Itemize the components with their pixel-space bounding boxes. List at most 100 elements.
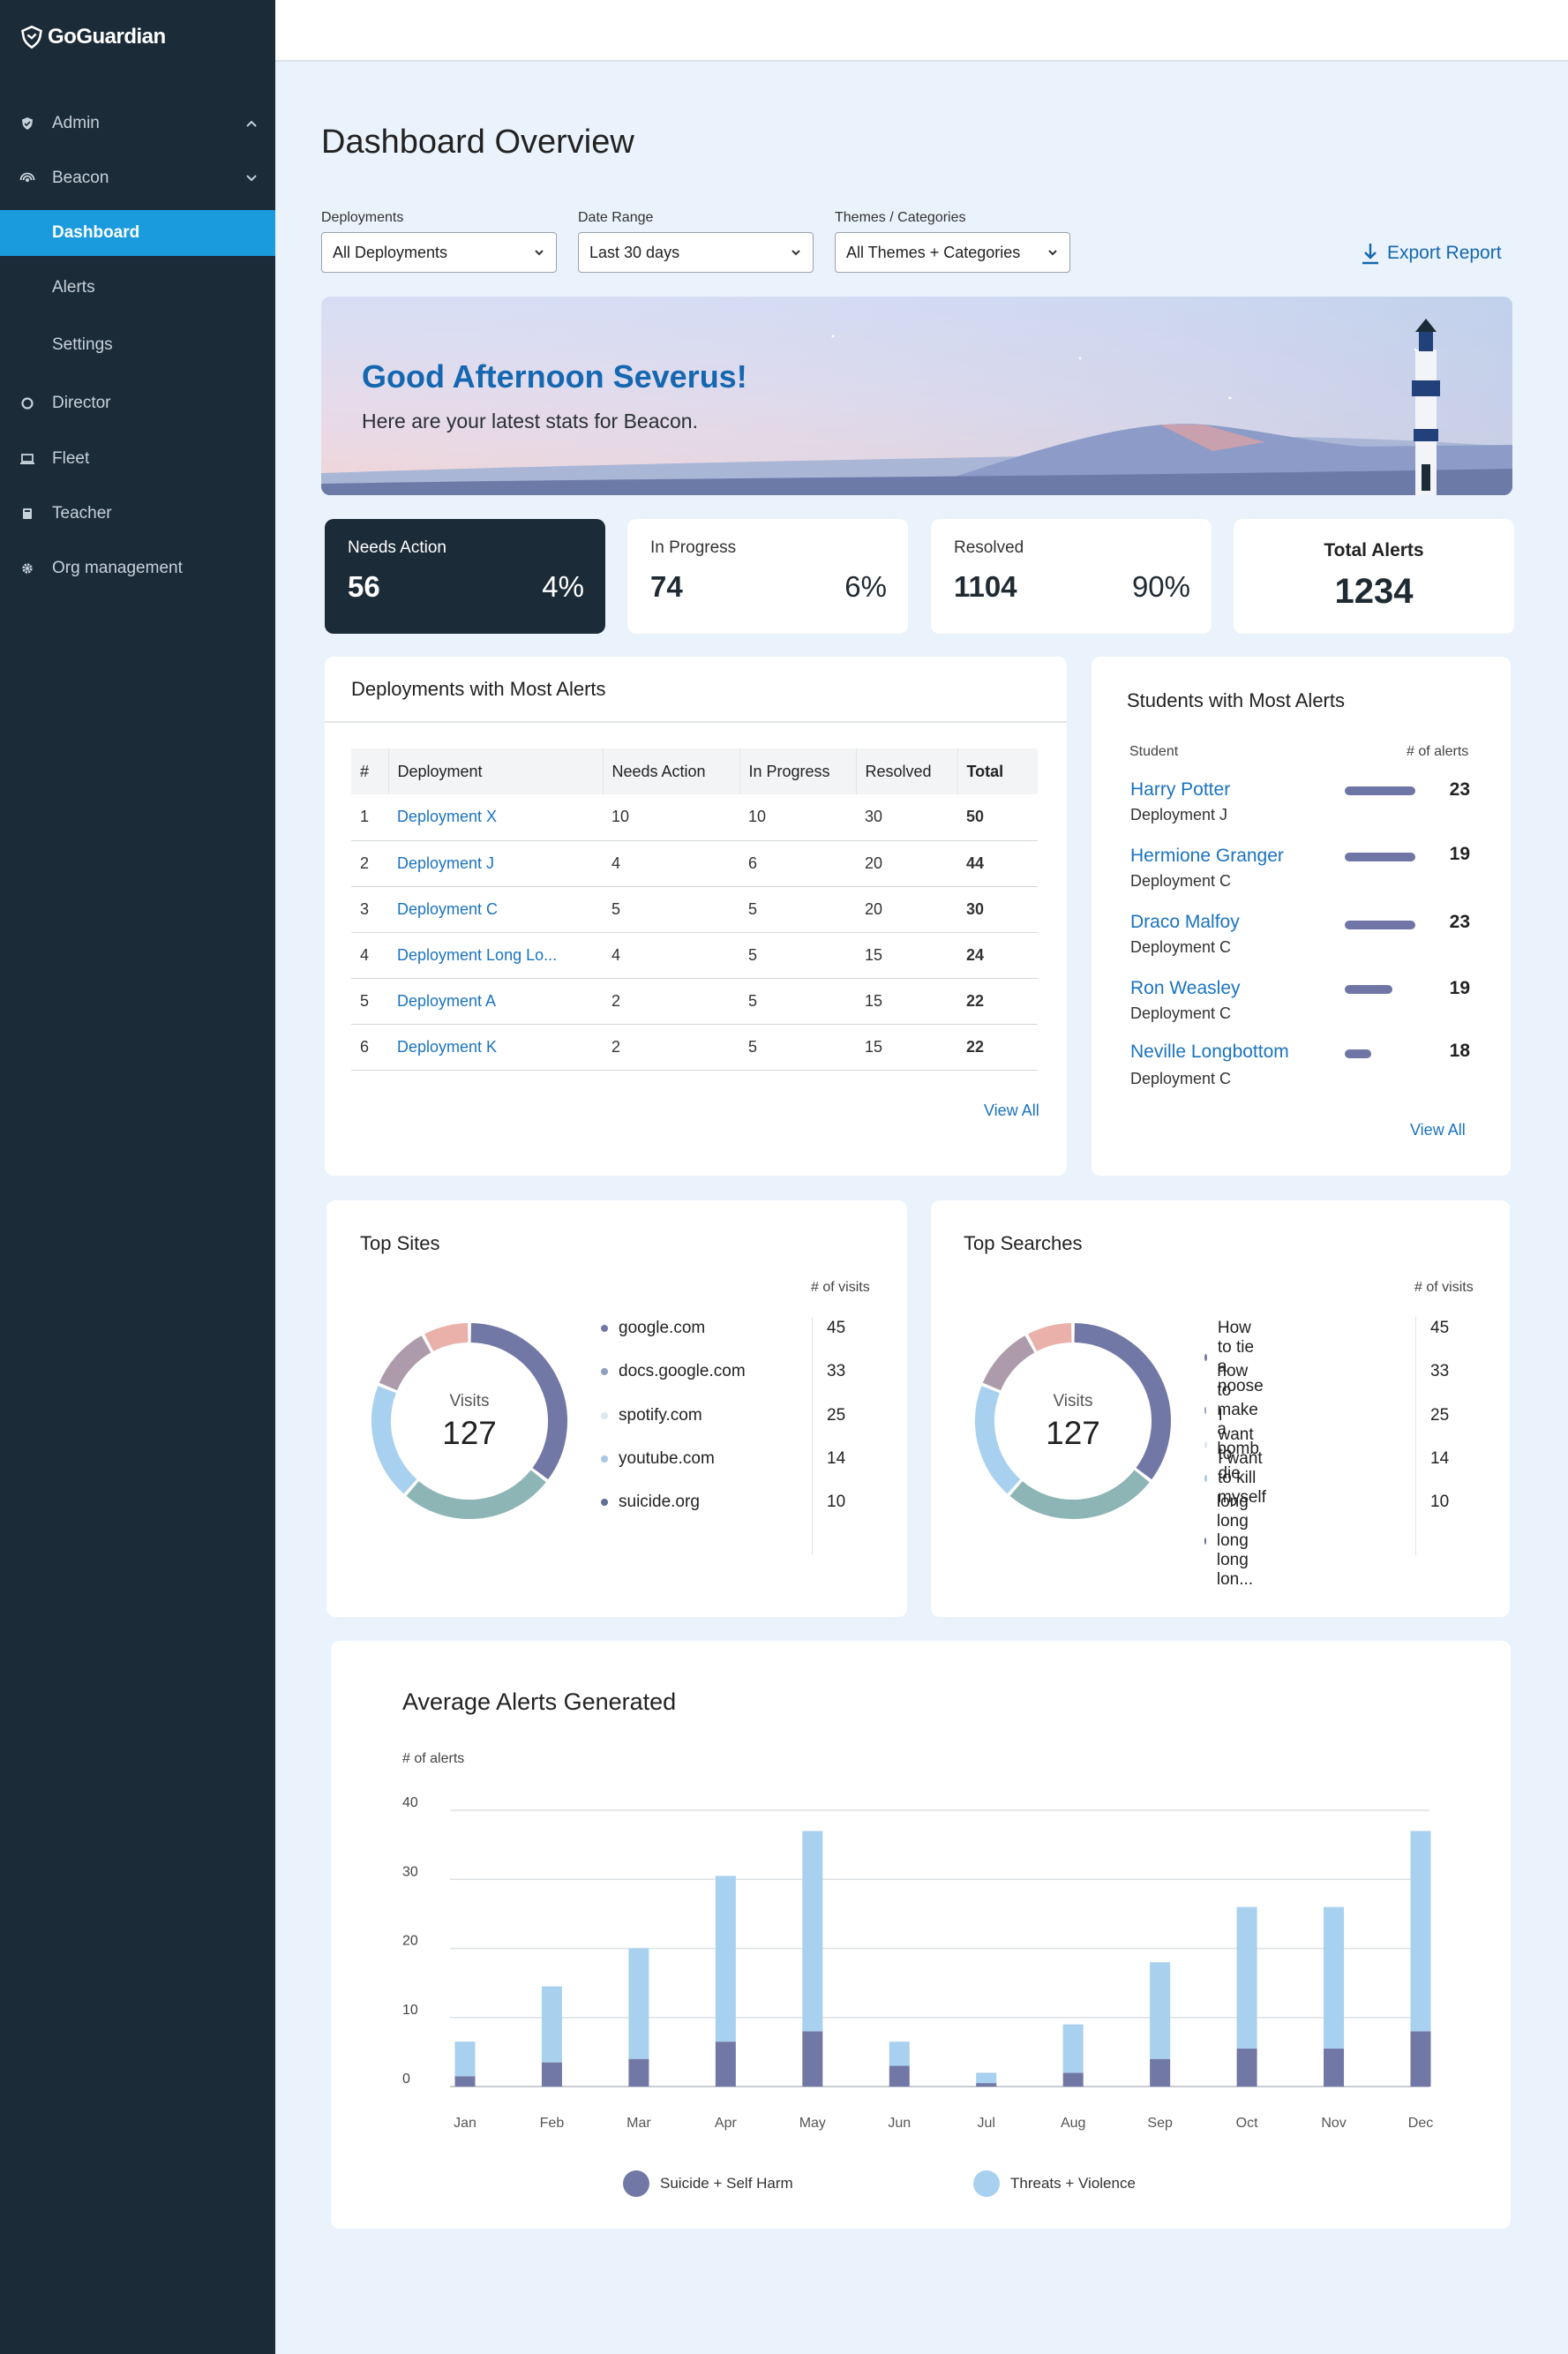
- table-row[interactable]: 4 Deployment Long Lo... 4 5 15 24: [351, 932, 1038, 979]
- legend-item[interactable]: I want to die: [1204, 1406, 1257, 1484]
- sidebar-item-teacher[interactable]: Teacher: [0, 491, 275, 537]
- deployment-link[interactable]: Deployment J: [388, 840, 603, 887]
- students-view-all-link[interactable]: View All: [1410, 1121, 1466, 1139]
- sidebar-item-settings[interactable]: Settings: [0, 322, 275, 368]
- donut-center-value: 127: [442, 1415, 497, 1451]
- top-sites-title: Top Sites: [360, 1232, 440, 1254]
- chevron-down-icon: [245, 169, 258, 188]
- stat-label: In Progress: [650, 538, 737, 557]
- stat-label: Needs Action: [348, 538, 446, 557]
- gogardian-logo[interactable]: GoGuardian: [19, 25, 166, 49]
- table-row[interactable]: 3 Deployment C 5 5 20 30: [351, 886, 1038, 933]
- student-link[interactable]: Draco Malfoy: [1130, 912, 1240, 932]
- students-card-title: Students with Most Alerts: [1127, 689, 1345, 711]
- legend-divider: [1415, 1317, 1416, 1555]
- legend-divider: [812, 1317, 813, 1555]
- legend-swatch: [973, 2170, 1000, 2197]
- resolved-card[interactable]: Resolved 1104 90%: [931, 519, 1212, 634]
- row-index: 2: [351, 840, 388, 887]
- student-alert-count: 19: [1449, 978, 1470, 998]
- themes-select[interactable]: All Themes + Categories: [835, 232, 1070, 273]
- deployment-link[interactable]: Deployment A: [388, 978, 603, 1025]
- donut-slice[interactable]: [975, 1386, 1021, 1494]
- legend-item[interactable]: youtube.com: [601, 1449, 715, 1469]
- sidebar-item-org-management[interactable]: Org management: [0, 545, 275, 591]
- stat-label: Total Alerts: [1324, 540, 1424, 560]
- legend-item[interactable]: How to tie a noose: [1204, 1319, 1268, 1396]
- table-row[interactable]: 5 Deployment A 2 5 15 22: [351, 978, 1038, 1025]
- export-report-button[interactable]: Export Report: [1361, 242, 1502, 265]
- donut-slice[interactable]: [982, 1335, 1035, 1391]
- legend-value: 33: [827, 1362, 846, 1380]
- students-card: [1092, 657, 1511, 1176]
- sidebar-item-director[interactable]: Director: [0, 380, 275, 426]
- resolved-cell: 30: [856, 794, 957, 841]
- legend-item[interactable]: google.com: [601, 1319, 705, 1338]
- student-link[interactable]: Hermione Granger: [1130, 846, 1284, 866]
- in-progress-cell: 6: [739, 840, 856, 887]
- donut-slice[interactable]: [1028, 1323, 1072, 1352]
- deployment-link[interactable]: Deployment X: [388, 794, 603, 841]
- date-range-select[interactable]: Last 30 days: [578, 232, 814, 273]
- legend-item[interactable]: spotify.com: [601, 1406, 702, 1425]
- resolved-cell: 15: [856, 978, 957, 1025]
- top-searches-card: [931, 1200, 1510, 1617]
- student-column-header: Student: [1129, 744, 1179, 759]
- deployment-link[interactable]: Deployment C: [388, 886, 603, 933]
- legend-item[interactable]: how to make a bomb: [1204, 1362, 1264, 1459]
- column-header[interactable]: Resolved: [855, 748, 957, 794]
- sidebar: GoGuardian Admin Beacon Dashboard Alerts…: [0, 0, 275, 2354]
- chart-legend-item[interactable]: Suicide + Self Harm: [623, 2170, 793, 2197]
- column-header[interactable]: Deployment: [387, 748, 603, 794]
- chart-legend-item[interactable]: Threats + Violence: [973, 2170, 1136, 2197]
- sidebar-item-fleet[interactable]: Fleet: [0, 436, 275, 482]
- sidebar-item-dashboard[interactable]: Dashboard: [0, 210, 275, 256]
- row-index: 1: [351, 794, 388, 841]
- donut-slice[interactable]: [1074, 1323, 1171, 1480]
- deployments-select-value: All Deployments: [333, 243, 448, 261]
- column-header[interactable]: In Progress: [739, 748, 856, 794]
- legend-value: 14: [1430, 1449, 1450, 1468]
- legend-dot: [601, 1325, 608, 1332]
- table-row[interactable]: 6 Deployment K 2 5 15 22: [351, 1024, 1038, 1071]
- student-link[interactable]: Neville Longbottom: [1130, 1042, 1289, 1062]
- student-link[interactable]: Ron Weasley: [1130, 978, 1241, 998]
- needs-action-cell: 2: [603, 1024, 739, 1071]
- legend-item[interactable]: docs.google.com: [601, 1362, 746, 1381]
- legend-label: suicide.org: [619, 1493, 700, 1511]
- needs-action-card[interactable]: Needs Action 56 4%: [325, 519, 605, 634]
- row-index: 5: [351, 978, 388, 1025]
- legend-value: 14: [827, 1449, 846, 1468]
- deployment-link[interactable]: Deployment Long Lo...: [388, 932, 603, 979]
- student-alerts-bar: [1345, 1049, 1371, 1058]
- sidebar-item-admin[interactable]: Admin: [0, 101, 275, 147]
- sidebar-item-alerts[interactable]: Alerts: [0, 265, 275, 311]
- donut-slice[interactable]: [470, 1323, 567, 1480]
- needs-action-cell: 4: [603, 932, 739, 979]
- donut-slice[interactable]: [379, 1335, 431, 1391]
- total-cell: 22: [957, 978, 1038, 1025]
- in-progress-card[interactable]: In Progress 74 6%: [627, 519, 908, 634]
- column-header[interactable]: Total: [957, 748, 1038, 794]
- legend-item[interactable]: suicide.org: [601, 1493, 700, 1512]
- visits-column-header: # of visits: [1414, 1280, 1474, 1295]
- total-alerts-card[interactable]: Total Alerts 1234: [1234, 519, 1514, 634]
- legend-label: Suicide + Self Harm: [660, 2175, 793, 2192]
- donut-slice[interactable]: [424, 1323, 469, 1352]
- legend-dot: [1204, 1475, 1207, 1482]
- deployments-view-all-link[interactable]: View All: [984, 1102, 1039, 1119]
- column-header[interactable]: Needs Action: [602, 748, 739, 794]
- lighthouse-illustration: [1412, 319, 1440, 495]
- student-link[interactable]: Harry Potter: [1130, 779, 1231, 800]
- legend-item[interactable]: long long long long lon...: [1204, 1493, 1258, 1590]
- deployments-select[interactable]: All Deployments: [321, 232, 557, 273]
- donut-slice[interactable]: [1009, 1470, 1150, 1519]
- table-row[interactable]: 2 Deployment J 4 6 20 44: [351, 840, 1038, 887]
- legend-item[interactable]: I want to kill myself: [1204, 1449, 1271, 1508]
- donut-slice[interactable]: [406, 1470, 546, 1519]
- resolved-cell: 15: [856, 932, 957, 979]
- sidebar-item-beacon[interactable]: Beacon: [0, 155, 275, 201]
- deployment-link[interactable]: Deployment K: [388, 1024, 603, 1071]
- table-row[interactable]: 1 Deployment X 10 10 30 50: [351, 794, 1038, 841]
- donut-slice[interactable]: [371, 1386, 417, 1494]
